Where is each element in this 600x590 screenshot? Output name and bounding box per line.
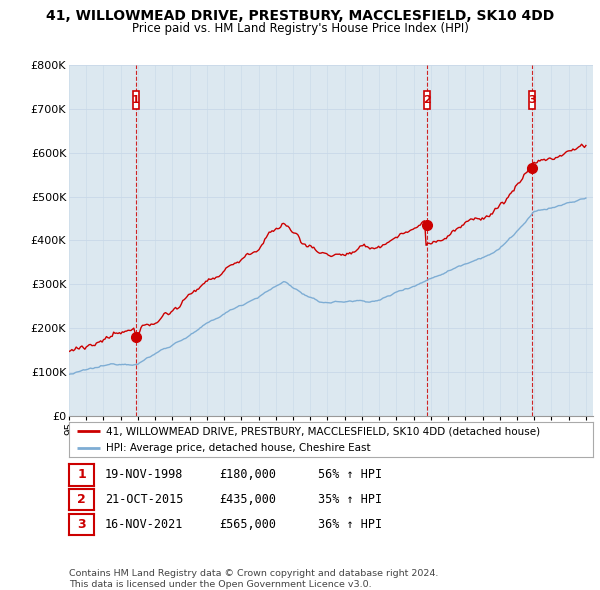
Text: Contains HM Land Registry data © Crown copyright and database right 2024.
This d: Contains HM Land Registry data © Crown c… [69, 569, 439, 589]
Text: 35% ↑ HPI: 35% ↑ HPI [318, 493, 382, 506]
Text: 2: 2 [424, 95, 431, 105]
Text: 21-OCT-2015: 21-OCT-2015 [105, 493, 184, 506]
Text: HPI: Average price, detached house, Cheshire East: HPI: Average price, detached house, Ches… [106, 442, 370, 453]
Text: 41, WILLOWMEAD DRIVE, PRESTBURY, MACCLESFIELD, SK10 4DD (detached house): 41, WILLOWMEAD DRIVE, PRESTBURY, MACCLES… [106, 427, 540, 437]
FancyBboxPatch shape [133, 91, 139, 109]
Text: 56% ↑ HPI: 56% ↑ HPI [318, 468, 382, 481]
Text: 1: 1 [132, 95, 140, 105]
Text: 3: 3 [77, 518, 86, 531]
Text: 36% ↑ HPI: 36% ↑ HPI [318, 518, 382, 531]
Text: £435,000: £435,000 [219, 493, 276, 506]
FancyBboxPatch shape [529, 91, 535, 109]
Text: 16-NOV-2021: 16-NOV-2021 [105, 518, 184, 531]
Text: 3: 3 [529, 95, 536, 105]
Text: 41, WILLOWMEAD DRIVE, PRESTBURY, MACCLESFIELD, SK10 4DD: 41, WILLOWMEAD DRIVE, PRESTBURY, MACCLES… [46, 9, 554, 23]
FancyBboxPatch shape [424, 91, 430, 109]
Text: Price paid vs. HM Land Registry's House Price Index (HPI): Price paid vs. HM Land Registry's House … [131, 22, 469, 35]
Text: 19-NOV-1998: 19-NOV-1998 [105, 468, 184, 481]
Text: £565,000: £565,000 [219, 518, 276, 531]
Text: 1: 1 [77, 468, 86, 481]
Text: £180,000: £180,000 [219, 468, 276, 481]
Text: 2: 2 [77, 493, 86, 506]
